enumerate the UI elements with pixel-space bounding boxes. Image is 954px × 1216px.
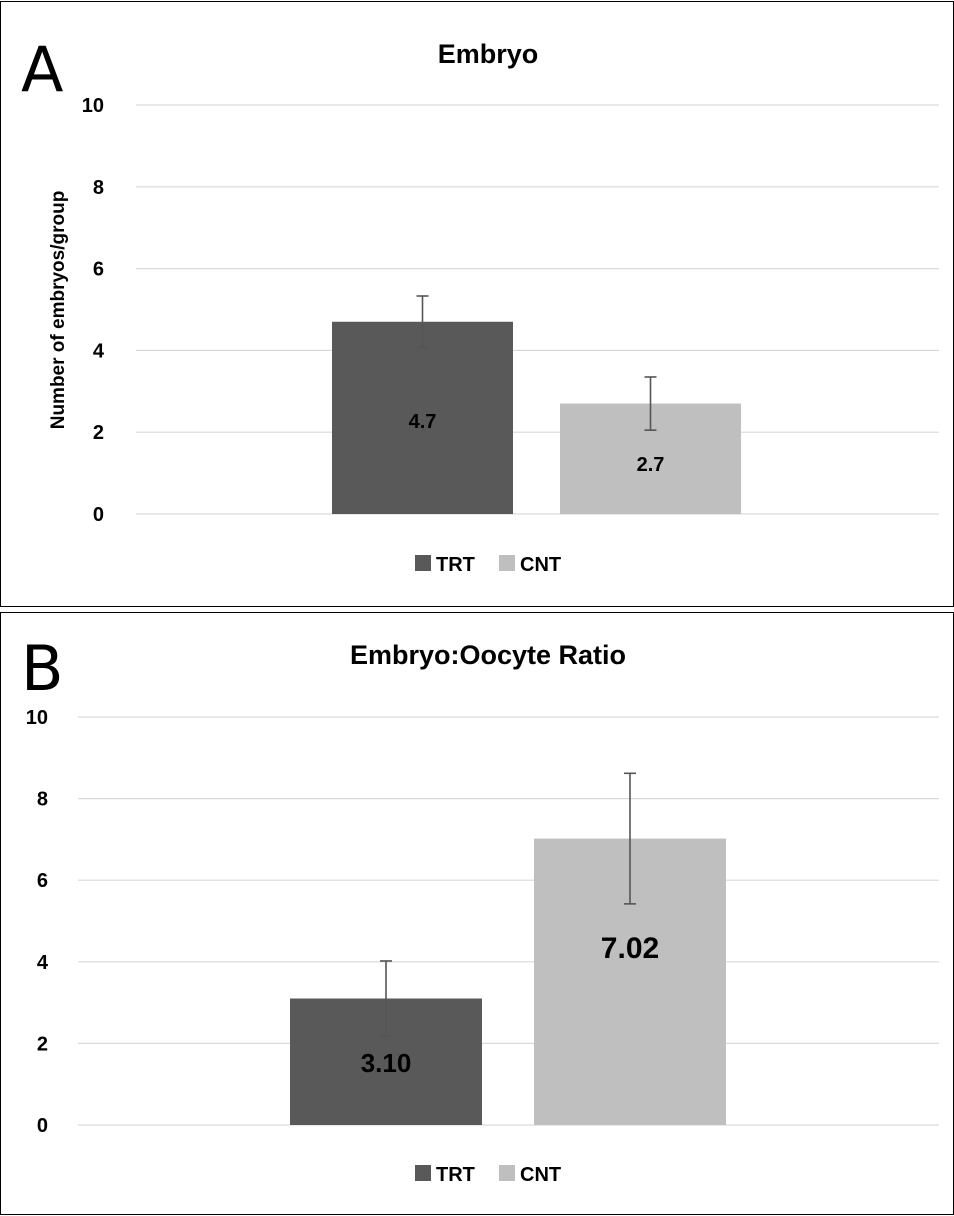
y-tick-label: 8	[37, 789, 48, 811]
chart-group: A Embryo 0 2 4 6 8 10 Number of embryos/group 4.7…	[21, 33, 939, 576]
panel-letter: A	[21, 33, 63, 106]
legend-swatch-cnt	[499, 1165, 515, 1181]
panel-letter: B	[21, 632, 64, 705]
legend-swatch-trt	[415, 555, 431, 571]
y-tick-label: 4	[93, 340, 105, 362]
legend-label: TRT	[436, 554, 475, 576]
legend-label: CNT	[520, 554, 561, 576]
chart-panel-b: B Embryo:Oocyte Ratio 0 2 4 6 8 10 3.10 7.02 TRT CN…	[0, 612, 954, 1215]
data-label: 7.02	[601, 932, 659, 965]
y-tick-label: 2	[37, 1033, 48, 1055]
y-tick-label: 8	[93, 177, 104, 199]
legend-swatch-cnt	[499, 555, 515, 571]
y-tick-label: 10	[26, 707, 48, 729]
y-axis-label: Number of embryos/group	[48, 191, 69, 430]
chart-a-svg: A Embryo 0 2 4 6 8 10 Number of embryos/group 4.7…	[21, 33, 939, 576]
y-tick-label: 0	[37, 1115, 48, 1137]
chart-group: B Embryo:Oocyte Ratio 0 2 4 6 8 10 3.10 7.02 TRT CN…	[21, 632, 939, 1186]
legend-label: CNT	[520, 1164, 561, 1186]
y-tick-label: 10	[82, 95, 104, 117]
bar-trt	[332, 321, 513, 514]
chart-title: Embryo:Oocyte Ratio	[350, 640, 626, 670]
chart-b-svg: B Embryo:Oocyte Ratio 0 2 4 6 8 10 3.10 7.02 TRT CN…	[21, 632, 939, 1186]
y-tick-label: 0	[93, 504, 104, 526]
y-tick-label: 6	[37, 870, 48, 892]
data-label: 2.7	[637, 454, 665, 476]
y-tick-label: 4	[37, 952, 49, 974]
chart-title: Embryo	[438, 39, 539, 69]
data-label: 3.10	[361, 1048, 412, 1078]
data-label: 4.7	[409, 411, 437, 433]
chart-panel-a: A Embryo 0 2 4 6 8 10 Number of embryos/group 4.7…	[0, 1, 954, 607]
y-tick-label: 6	[93, 259, 104, 281]
y-tick-label: 2	[93, 422, 104, 444]
legend-label: TRT	[436, 1164, 475, 1186]
legend-swatch-trt	[415, 1165, 431, 1181]
